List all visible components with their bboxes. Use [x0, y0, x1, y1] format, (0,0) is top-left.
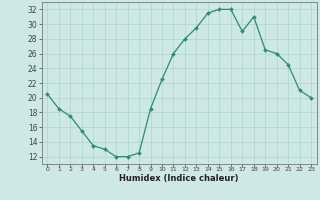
X-axis label: Humidex (Indice chaleur): Humidex (Indice chaleur) — [119, 174, 239, 183]
